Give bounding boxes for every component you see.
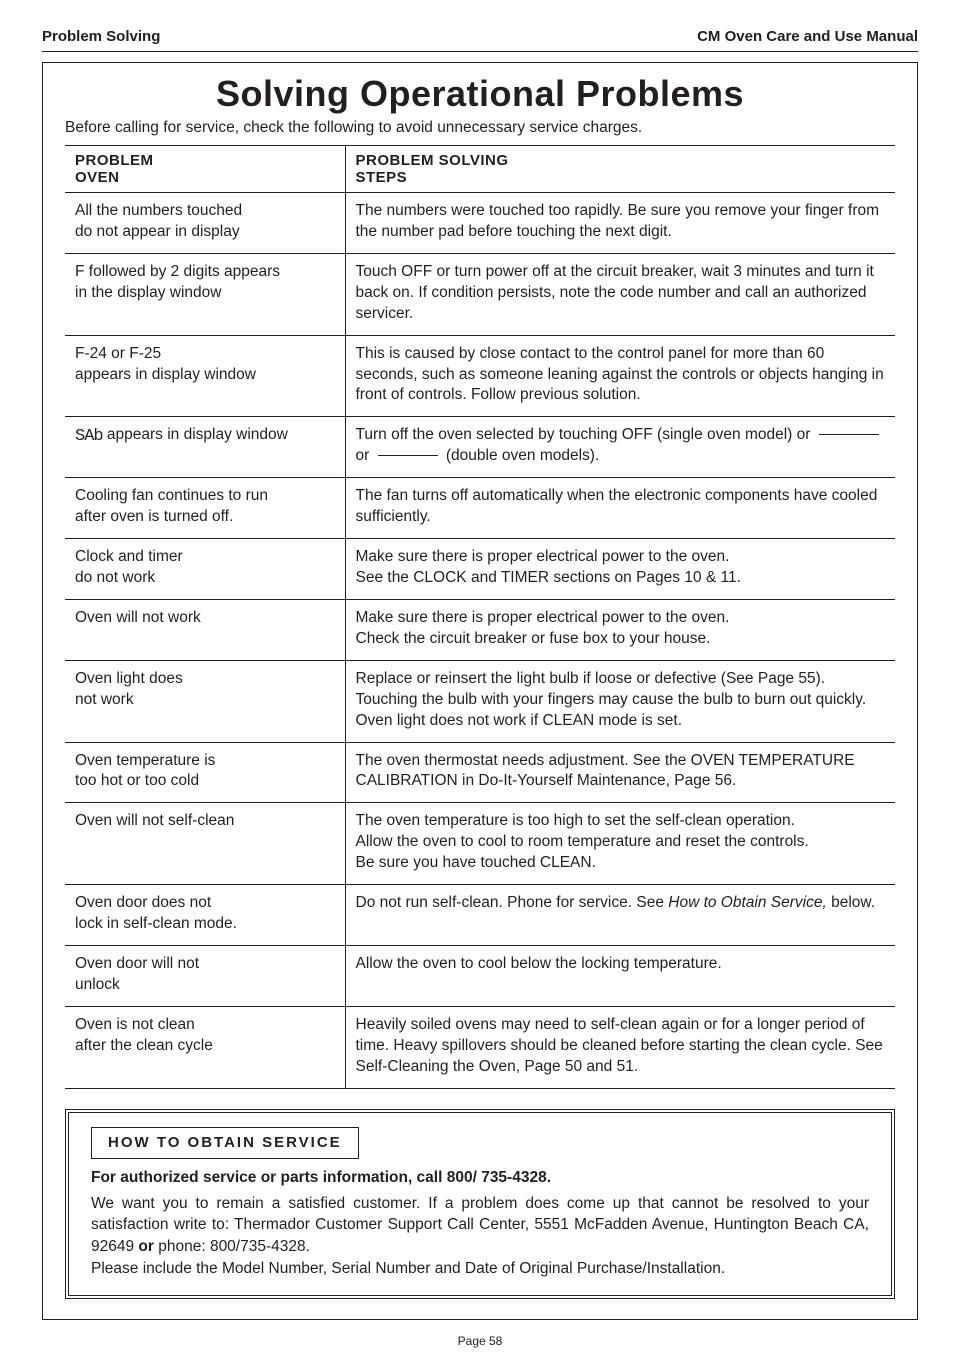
service-body: We want you to remain a satisfied custom… [91,1193,869,1280]
problem-cell: Oven door will notunlock [65,945,345,1006]
table-row: SAb appears in display windowTurn off th… [65,417,895,478]
table-row: F followed by 2 digits appearsin the dis… [65,253,895,335]
problem-cell: Oven will not work [65,599,345,660]
problem-cell: F-24 or F-25appears in display window [65,335,345,417]
header-manual: CM Oven Care and Use Manual [697,28,918,45]
service-box: HOW TO OBTAIN SERVICE For authorized ser… [65,1109,895,1300]
table-row: Oven will not workMake sure there is pro… [65,599,895,660]
solution-cell: Do not run self-clean. Phone for service… [345,885,895,946]
solution-cell: Allow the oven to cool below the locking… [345,945,895,1006]
col-header-problem: PROBLEMOVEN [65,146,345,193]
solution-cell: Turn off the oven selected by touching O… [345,417,895,478]
table-row: Oven temperature istoo hot or too coldTh… [65,742,895,803]
problem-cell: Clock and timerdo not work [65,539,345,600]
problem-cell: Oven door does notlock in self-clean mod… [65,885,345,946]
solution-cell: Replace or reinsert the light bulb if lo… [345,660,895,742]
page-title: Solving Operational Problems [65,73,895,115]
solution-cell: The oven thermostat needs adjustment. Se… [345,742,895,803]
table-row: Oven door will notunlockAllow the oven t… [65,945,895,1006]
problem-cell: Oven light doesnot work [65,660,345,742]
table-row: Clock and timerdo not workMake sure ther… [65,539,895,600]
table-row: Cooling fan continues to runafter oven i… [65,478,895,539]
solution-cell: The oven temperature is too high to set … [345,803,895,885]
table-row: Oven is not cleanafter the clean cycleHe… [65,1006,895,1088]
problem-cell: Oven will not self-clean [65,803,345,885]
intro-text: Before calling for service, check the fo… [65,119,895,137]
solution-cell: The fan turns off automatically when the… [345,478,895,539]
table-row: Oven will not self-cleanThe oven tempera… [65,803,895,885]
header-rule [42,51,918,52]
table-row: F-24 or F-25appears in display windowThi… [65,335,895,417]
sab-code: SAb [75,426,103,449]
problem-cell: SAb appears in display window [65,417,345,478]
problem-cell: Oven temperature istoo hot or too cold [65,742,345,803]
header-section: Problem Solving [42,28,160,45]
problem-cell: Cooling fan continues to runafter oven i… [65,478,345,539]
solution-cell: Touch OFF or turn power off at the circu… [345,253,895,335]
problem-cell: Oven is not cleanafter the clean cycle [65,1006,345,1088]
service-title-frame: HOW TO OBTAIN SERVICE [91,1127,359,1159]
table-row: Oven door does notlock in self-clean mod… [65,885,895,946]
solution-cell: The numbers were touched too rapidly. Be… [345,193,895,254]
table-row: Oven light doesnot workReplace or reinse… [65,660,895,742]
troubleshooting-table: PROBLEMOVEN PROBLEM SOLVINGSTEPS All the… [65,145,895,1089]
solution-cell: This is caused by close contact to the c… [345,335,895,417]
page-number: Page 58 [42,1334,918,1348]
page-header: Problem Solving CM Oven Care and Use Man… [42,28,918,45]
service-subtitle: For authorized service or parts informat… [91,1169,869,1187]
solution-cell: Make sure there is proper electrical pow… [345,599,895,660]
content-frame: Solving Operational Problems Before call… [42,62,918,1320]
problem-cell: F followed by 2 digits appearsin the dis… [65,253,345,335]
blank-line-icon [819,434,879,435]
problem-cell: All the numbers toucheddo not appear in … [65,193,345,254]
solution-cell: Heavily soiled ovens may need to self-cl… [345,1006,895,1088]
col-header-solution: PROBLEM SOLVINGSTEPS [345,146,895,193]
table-row: All the numbers toucheddo not appear in … [65,193,895,254]
service-title: HOW TO OBTAIN SERVICE [108,1134,342,1151]
blank-line-icon [378,455,438,456]
solution-cell: Make sure there is proper electrical pow… [345,539,895,600]
